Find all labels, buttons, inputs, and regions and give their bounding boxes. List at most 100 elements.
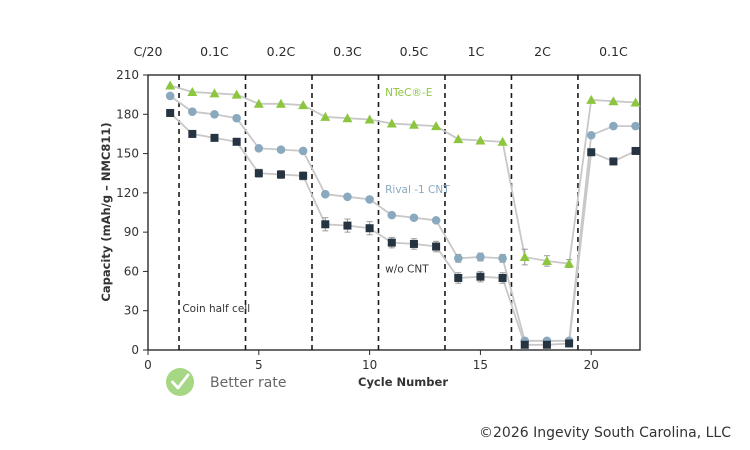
data-point-2-10: [387, 238, 396, 247]
data-point-0-20: [608, 96, 619, 106]
y-tick-label-3: 90: [124, 225, 139, 239]
checkmark-icon: [171, 373, 190, 390]
data-point-2-4: [254, 169, 263, 178]
data-point-0-0: [165, 80, 176, 90]
data-point-2-16: [520, 340, 529, 349]
data-point-1-0: [165, 91, 175, 101]
data-point-1-12: [431, 216, 441, 225]
x-axis-title: Cycle Number: [358, 375, 448, 389]
data-point-0-18: [564, 258, 575, 268]
annotation-0: NTeC®-E: [385, 87, 432, 99]
y-tick-label-7: 210: [116, 68, 139, 82]
data-point-2-13: [454, 273, 463, 282]
data-point-2-9: [365, 224, 374, 233]
y-tick-label-0: 0: [131, 343, 139, 357]
data-point-1-13: [453, 254, 463, 263]
data-point-0-9: [364, 114, 375, 124]
y-tick-label-5: 150: [116, 147, 139, 161]
data-point-1-8: [343, 192, 352, 202]
data-point-2-14: [476, 272, 485, 281]
data-point-1-1: [188, 107, 197, 116]
data-point-0-3: [231, 89, 242, 99]
data-point-2-17: [542, 340, 551, 349]
data-point-2-3: [232, 137, 241, 146]
y-tick-label-1: 30: [124, 304, 139, 318]
data-point-0-17: [541, 255, 552, 265]
y-axis-title: Capacity (mAh/g – NMC811): [99, 122, 113, 301]
x-tick-label-4: 20: [584, 358, 599, 372]
series-line-1: [169, 95, 636, 342]
data-point-0-15: [497, 136, 508, 146]
data-point-2-21: [631, 146, 640, 155]
data-point-2-1: [188, 129, 197, 138]
data-point-1-15: [498, 254, 507, 263]
series-markers: [165, 80, 641, 349]
data-point-2-0: [166, 108, 175, 117]
data-point-2-12: [432, 242, 441, 251]
y-tick-label-6: 180: [116, 107, 139, 121]
copyright-footer: ©2026 Ingevity South Carolina, LLC: [479, 425, 731, 441]
data-point-2-5: [276, 170, 285, 179]
data-point-1-10: [387, 210, 397, 220]
data-point-1-11: [409, 213, 419, 223]
data-point-1-3: [232, 113, 241, 123]
x-tick-label-0: 0: [144, 358, 152, 372]
data-point-1-7: [320, 189, 330, 199]
badge-text: Better rate: [210, 375, 286, 391]
rate-label-1: 0.1C: [200, 44, 229, 59]
data-point-2-11: [409, 239, 418, 248]
data-point-1-6: [298, 146, 308, 156]
data-point-2-15: [498, 273, 507, 282]
y-axis-ticks: 0 30 60 90 120 150 180 210: [116, 68, 148, 357]
data-point-1-20: [609, 121, 618, 131]
data-point-0-13: [453, 134, 464, 144]
data-point-2-8: [343, 221, 352, 230]
rate-label-7: 0.1C: [599, 44, 628, 59]
y-tick-label-2: 60: [124, 264, 139, 278]
x-axis-ticks: 0 5 10 15 20: [144, 350, 599, 372]
data-point-1-14: [476, 252, 485, 262]
y-tick-label-4: 120: [116, 186, 139, 200]
data-point-0-16: [519, 252, 530, 262]
data-point-2-19: [587, 148, 596, 157]
rate-label-4: 0.5C: [400, 44, 429, 59]
rate-label-3: 0.3C: [333, 44, 362, 59]
rate-label-6: 2C: [534, 44, 551, 59]
data-point-0-8: [342, 113, 353, 123]
annotation-1: Rival -1 CNT: [385, 184, 450, 196]
data-point-1-4: [254, 144, 264, 153]
annotations: NTeC®-E Rival -1 CNT w/o CNT Coin half cell: [182, 87, 450, 315]
data-point-0-19: [586, 94, 597, 104]
data-point-2-2: [210, 133, 219, 142]
data-point-0-5: [275, 98, 286, 108]
data-point-1-19: [586, 130, 596, 140]
data-point-2-18: [565, 339, 574, 348]
data-point-0-12: [431, 121, 442, 131]
rate-labels: C/20 0.1C 0.2C 0.3C 0.5C 1C 2C 0.1C: [134, 44, 628, 59]
data-point-1-5: [276, 145, 286, 154]
data-point-0-1: [187, 87, 198, 97]
rate-label-5: 1C: [468, 44, 485, 59]
data-point-0-4: [253, 98, 264, 108]
data-point-0-7: [320, 111, 331, 121]
data-point-0-11: [408, 119, 419, 129]
x-tick-label-3: 15: [473, 358, 488, 372]
rate-label-2: 0.2C: [267, 44, 296, 59]
data-point-2-7: [321, 220, 330, 229]
data-point-2-6: [299, 171, 308, 180]
annotation-2: w/o CNT: [385, 264, 429, 276]
data-point-0-6: [298, 100, 309, 110]
data-point-2-20: [609, 157, 618, 166]
badge-circle: [166, 368, 194, 396]
data-point-0-14: [475, 135, 486, 145]
data-point-1-2: [210, 109, 219, 119]
x-tick-label-1: 5: [255, 358, 263, 372]
data-point-1-21: [631, 121, 640, 131]
data-point-1-9: [365, 195, 374, 204]
annotation-3: Coin half cell: [182, 303, 250, 315]
better-rate-badge: Better rate: [166, 368, 286, 396]
rate-label-0: C/20: [134, 44, 163, 59]
series-line-2: [169, 112, 636, 346]
x-tick-label-2: 10: [362, 358, 377, 372]
